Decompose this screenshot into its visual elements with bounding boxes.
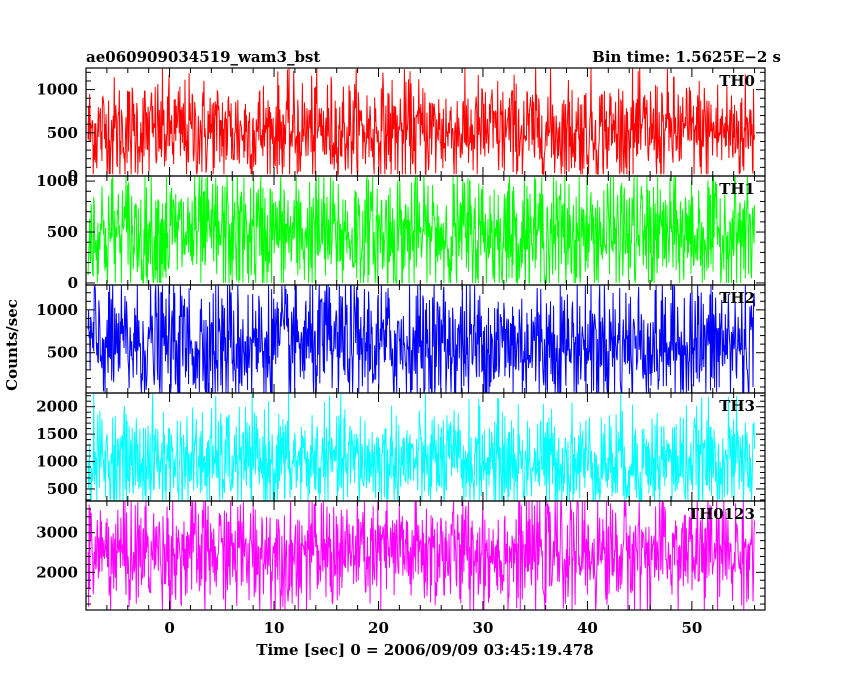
series-line-th2 xyxy=(87,285,756,393)
x-tick-label: 50 xyxy=(681,619,702,637)
y-tick-label: 1000 xyxy=(36,453,78,471)
series-line-th0 xyxy=(87,68,756,175)
panel-th0: 0 500 1000 TH0 xyxy=(36,67,766,185)
y-tick-label: 0 xyxy=(68,167,78,185)
panel-th0123: 2000 3000 TH0123 xyxy=(36,500,766,611)
y-tick-label: 1000 xyxy=(36,301,78,319)
y-tick-label: 500 xyxy=(47,344,78,362)
y-tick-label: 3000 xyxy=(36,524,78,542)
x-axis-label: Time [sec] 0 = 2006/09/09 03:45:19.478 xyxy=(256,641,593,659)
panel-th2: 500 1000 TH2 xyxy=(36,284,766,394)
panel-th1: 0 500 1000 TH1 xyxy=(36,172,766,292)
series-line-th3 xyxy=(87,393,756,501)
panel-label-th2: TH2 xyxy=(719,289,755,307)
panel-frame xyxy=(85,500,766,611)
series-line-th0123 xyxy=(87,501,756,610)
chart-title: ae060909034519_wam3_bst xyxy=(86,48,320,66)
panel-label-th1: TH1 xyxy=(719,180,755,198)
y-tick-label: 1000 xyxy=(36,172,78,190)
x-tick-label: 0 xyxy=(164,619,174,637)
y-axis-label: Counts/sec xyxy=(3,299,21,391)
y-tick-label: 500 xyxy=(47,223,78,241)
y-tick-label: 0 xyxy=(68,274,78,292)
panel-label-th0: TH0 xyxy=(719,72,755,90)
x-tick-label: 10 xyxy=(264,619,285,637)
y-tick-label: 500 xyxy=(47,124,78,142)
y-tick-label: 2000 xyxy=(36,398,78,416)
x-tick-label: 40 xyxy=(577,619,598,637)
bin-time-label: Bin time: 1.5625E−2 s xyxy=(592,48,781,66)
y-tick-label: 500 xyxy=(47,480,78,498)
x-tick-label: 30 xyxy=(473,619,494,637)
series-line-th1 xyxy=(87,176,756,284)
panel-th3: 500 1000 1500 2000 TH3 xyxy=(36,392,766,502)
y-tick-label: 1500 xyxy=(36,425,78,443)
y-tick-label: 1000 xyxy=(36,81,78,99)
panel-label-th0123: TH0123 xyxy=(688,505,755,523)
x-tick-label: 20 xyxy=(368,619,389,637)
panel-label-th3: TH3 xyxy=(719,397,755,415)
y-tick-label: 2000 xyxy=(36,563,78,581)
